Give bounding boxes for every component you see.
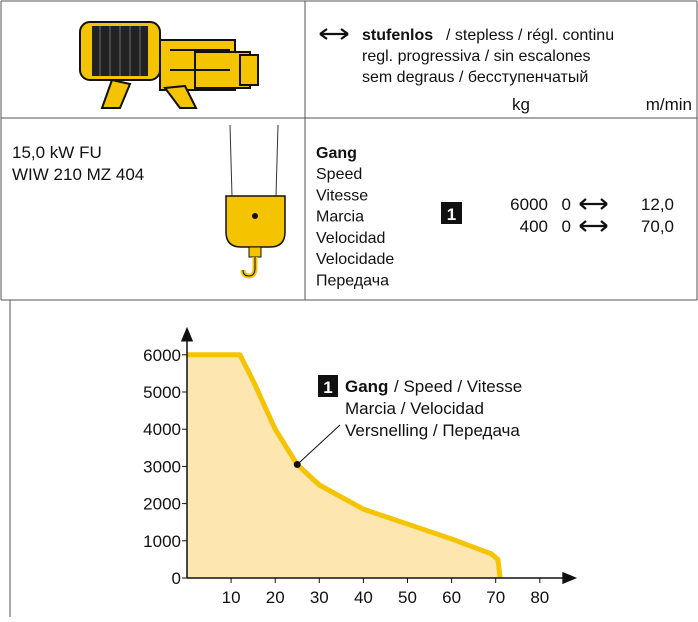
gear-label: Vitesse xyxy=(316,187,368,204)
y-tick-label: 5000 xyxy=(143,383,181,402)
mode-line: / stepless / régl. continu xyxy=(446,27,614,44)
annotation-line: Versnelling / Передача xyxy=(345,421,520,440)
arrow-icon xyxy=(580,199,607,209)
load: 400 xyxy=(520,217,548,236)
annotation-bold: Gang xyxy=(345,377,388,396)
gear-label: Marcia xyxy=(316,209,364,226)
leader xyxy=(297,425,340,465)
y-tick-label: 3000 xyxy=(143,457,181,476)
chart: 0 1000 2000 3000 4000 5000 6000 10 20 30 40 50 60 70 8… xyxy=(143,329,575,607)
annotation-line: Marcia / Velocidad xyxy=(345,399,484,418)
x-tick-label: 30 xyxy=(310,588,329,607)
x-tick-label: 20 xyxy=(266,588,285,607)
x-tick-label: 60 xyxy=(442,588,461,607)
gear-rows: 6000 0 12,0 400 0 70,0 xyxy=(510,195,674,236)
speed-max: 70,0 xyxy=(641,217,674,236)
unit: m/min xyxy=(646,95,692,114)
mode-line: regl. progressiva / sin escalones xyxy=(362,48,591,65)
winch-image xyxy=(80,22,258,108)
gear-label: Speed xyxy=(316,166,362,183)
gear-label: Velocidade xyxy=(316,251,394,268)
x-tick-label: 70 xyxy=(486,588,505,607)
y-tick-label: 2000 xyxy=(143,495,181,514)
y-tick-label: 0 xyxy=(172,569,181,588)
gear-label: Передача xyxy=(316,273,389,290)
x-tick-label: 50 xyxy=(398,588,417,607)
load: 6000 xyxy=(510,195,548,214)
mode-line: sem degraus / бесступенчатый xyxy=(362,69,588,86)
hook-image xyxy=(226,125,285,276)
arrow-icon xyxy=(320,29,348,39)
annotation-line: / Speed / Vitesse xyxy=(394,377,522,396)
mode-bold: stufenlos xyxy=(362,27,433,44)
arrow-icon xyxy=(580,221,607,231)
unit: kg xyxy=(512,95,530,114)
model-power: 15,0 kW FU xyxy=(12,143,102,162)
x-tick-label: 80 xyxy=(530,588,549,607)
speed-min: 0 xyxy=(562,195,571,214)
speed-min: 0 xyxy=(562,217,571,236)
gear-label: Gang xyxy=(316,145,357,162)
y-tick-label: 6000 xyxy=(143,346,181,365)
badge-text: 1 xyxy=(323,378,332,397)
gear-label: Velocidad xyxy=(316,230,385,247)
gear-labels: Speed Vitesse Marcia Velocidad Velocidade Пер… xyxy=(316,166,394,290)
page: stufenlos / stepless / régl. continu reg… xyxy=(0,0,698,617)
x-tick-label: 10 xyxy=(222,588,241,607)
x-tick-label: 40 xyxy=(354,588,373,607)
model-type: WIW 210 MZ 404 xyxy=(12,165,144,184)
y-tick-label: 4000 xyxy=(143,420,181,439)
speed-max: 12,0 xyxy=(641,195,674,214)
y-tick-label: 1000 xyxy=(143,532,181,551)
badge-text: 1 xyxy=(447,205,456,224)
